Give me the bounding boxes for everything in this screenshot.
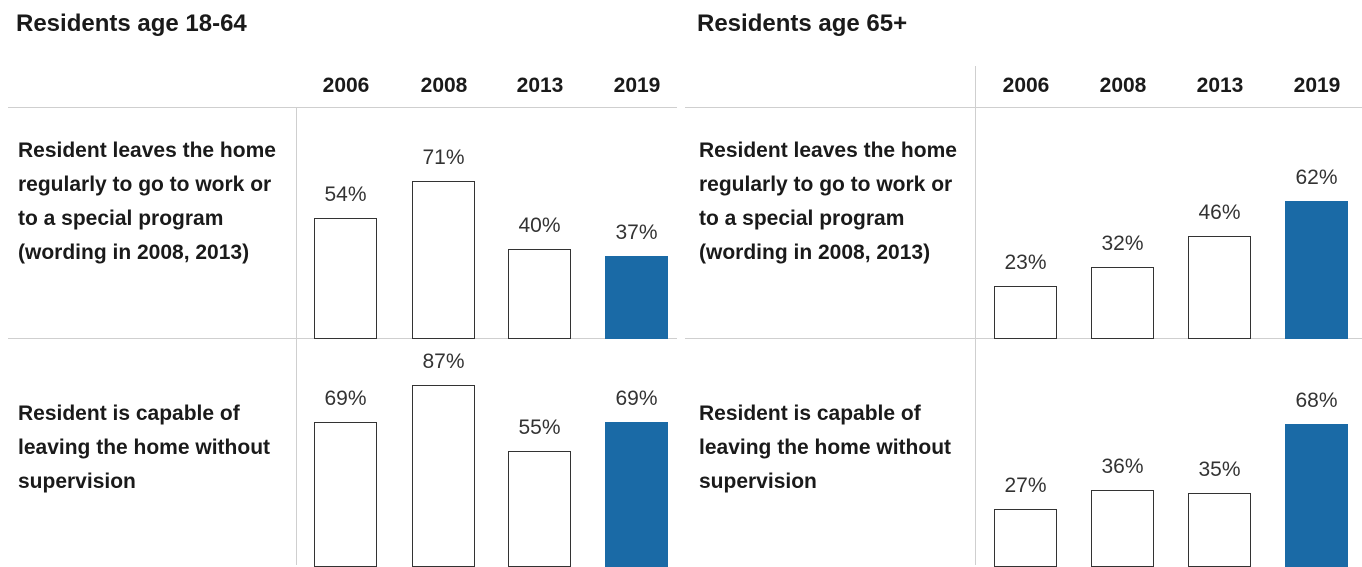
value-label-2019: 69% [615,387,658,411]
bar-2008 [1091,266,1154,339]
value-label-2008: 32% [1101,231,1144,255]
column-divider [296,108,297,565]
value-label-2013: 35% [1198,457,1241,481]
row-label: Resident is capable of leaving the home … [18,402,271,493]
row-separator [8,107,677,108]
bar-2013 [508,249,571,339]
value-label-2019: 68% [1295,389,1338,413]
panel-residents-65-plus: Residents age 65+ 2006 2008 2013 2019 Reside… [685,0,1362,567]
bar-2019 [1285,200,1348,339]
value-label-2008: 36% [1101,455,1144,479]
year-header-2019: 2019 [613,74,661,97]
row-label: Resident leaves the home regularly to go… [18,139,276,264]
value-label-2008: 71% [422,145,465,169]
value-label-2013: 46% [1198,200,1241,224]
value-label-2006: 69% [324,387,367,411]
bar-2006 [994,509,1057,567]
bar-2008 [1091,490,1154,567]
bar-2019 [605,422,668,567]
bar-2013 [1188,492,1251,567]
bar-2013 [1188,235,1251,339]
panel-title: Residents age 18-64 [16,10,247,37]
bar-2006 [314,422,377,567]
value-label-2006: 23% [1004,251,1047,275]
bar-2013 [508,451,571,567]
value-label-2013: 55% [518,416,561,440]
value-label-2013: 40% [518,214,561,237]
value-label-2006: 27% [1004,474,1047,498]
column-divider [975,66,976,565]
year-header-2013: 2013 [1196,74,1244,97]
panel-title: Residents age 65+ [697,10,908,37]
bar-2008 [412,384,475,567]
year-header-2006: 2006 [1002,74,1050,97]
year-header-2008: 2008 [1099,74,1147,97]
value-label-2008: 87% [422,349,465,373]
bar-2008 [412,180,475,339]
bar-2006 [994,286,1057,339]
year-header-2019: 2019 [1293,74,1341,97]
panel-residents-18-64: Residents age 18-64 2006 2008 2013 2019 Resi… [8,10,677,567]
row-label: Resident is capable of leaving the home … [699,402,952,493]
bar-2006 [314,218,377,339]
bar-2019 [605,255,668,339]
year-header-2013: 2013 [516,74,564,97]
year-header-2006: 2006 [322,74,370,97]
row-separator [685,107,1362,108]
value-label-2019: 62% [1295,165,1338,189]
value-label-2006: 54% [324,183,367,207]
row-label: Resident leaves the home regularly to go… [699,139,957,264]
bar-2019 [1285,424,1348,567]
year-header-2008: 2008 [420,74,468,97]
value-label-2019: 37% [615,220,658,244]
